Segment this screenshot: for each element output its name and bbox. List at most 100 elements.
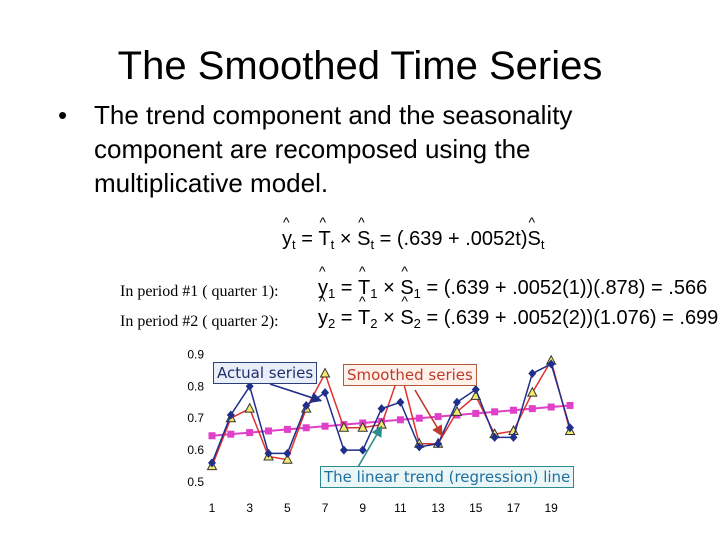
y-tick-label-3: 0.8 — [187, 379, 204, 393]
eq1-rhs: = (.639 + .0052(1))(.878) = .566 — [426, 277, 708, 299]
smoothed-point-18 — [526, 386, 538, 397]
actual-point-11 — [396, 397, 405, 407]
smoothed-point-5 — [282, 453, 293, 464]
actual-point-6 — [302, 400, 311, 410]
actual-point-14 — [452, 397, 461, 407]
slide-title: The Smoothed Time Series — [117, 44, 603, 88]
trend-point-12 — [415, 414, 423, 422]
trend-point-1 — [208, 432, 216, 440]
actual-point-8 — [339, 445, 348, 455]
y-axis: 0.5 0.6 0.7 0.8 0.9 — [187, 347, 204, 489]
arrow-layer — [269, 383, 443, 468]
actual-point-2 — [226, 410, 235, 420]
x-tick-label-1: 3 — [246, 501, 253, 515]
bullet-text: The trend component and the seasonality … — [94, 100, 573, 198]
actual-point-10 — [377, 404, 386, 414]
equation-period-1: y1 = T1 × S1 = (.639 + .0052(1))(.878) =… — [318, 263, 708, 301]
smoothed-point-14 — [451, 405, 463, 416]
trend-arrow — [357, 425, 383, 468]
x-axis: 1 3 5 7 9 11 13 15 17 19 — [209, 501, 558, 515]
actual-point-18 — [528, 369, 537, 379]
trend-point-18 — [528, 405, 536, 413]
y-tick-label-1: 0.6 — [187, 443, 204, 457]
trend-point-7 — [321, 422, 329, 430]
actual-point-17 — [509, 432, 518, 442]
equation-period-2: y2 = T2 × S2 = (.639 + .0052(2))(1.076) … — [318, 293, 719, 331]
actual-point-7 — [321, 388, 330, 398]
eq-lhs: y — [282, 214, 292, 251]
equation-general: yt = Tt × St = (.639 + .0052t)St — [282, 214, 545, 252]
eq2-lhs-sub: 2 — [328, 316, 336, 331]
trend-point-13 — [434, 413, 442, 421]
trend-point-2 — [227, 430, 235, 438]
x-tick-label-7: 15 — [469, 501, 483, 515]
eq2-lhs: y — [318, 293, 328, 330]
eq2-trend: T — [358, 293, 370, 330]
bullet-glyph: • — [58, 100, 68, 130]
trend-point-19 — [547, 403, 555, 411]
y-tick-label-4: 0.9 — [187, 347, 204, 361]
trend-point-17 — [509, 406, 517, 414]
actual-point-1 — [208, 458, 216, 468]
actual-arrow — [269, 383, 323, 403]
trend-line-callout: The linear trend (regression) line — [320, 466, 575, 488]
y-tick-label-2: 0.7 — [187, 411, 204, 425]
eq-season-2-sub: t — [540, 237, 545, 252]
period-1-label: In period #1 ( quarter 1): — [120, 283, 279, 300]
trend-point-15 — [472, 409, 480, 417]
trend-point-11 — [396, 416, 404, 424]
smoothed-point-8 — [338, 421, 350, 432]
smoothed-point-3 — [244, 402, 256, 413]
x-tick-label-5: 11 — [394, 501, 407, 515]
eq2-season-sub: 2 — [413, 316, 421, 331]
actual-point-19 — [547, 359, 556, 369]
eq2-rhs: = (.639 + .0052(2))(1.076) = .699 — [426, 307, 719, 329]
actual-point-15 — [471, 384, 480, 394]
x-tick-label-9: 19 — [544, 501, 558, 515]
eq1-equals: = — [340, 277, 353, 299]
trend-point-16 — [491, 408, 499, 416]
actual-point-5 — [283, 448, 292, 458]
eq-rhs: = (.639 + .0052t) — [379, 228, 528, 250]
smoothed-point-7 — [319, 367, 331, 378]
eq-trend: T — [318, 214, 330, 251]
eq-equals: = — [301, 228, 313, 250]
eq2-trend-sub: 2 — [370, 316, 378, 331]
eq-lhs-sub: t — [292, 237, 296, 252]
x-tick-label-4: 9 — [359, 501, 366, 515]
eq1-trend-sub: 1 — [370, 286, 378, 301]
eq-season-2: S — [528, 214, 541, 251]
trend-point-6 — [302, 424, 310, 432]
trend-point-5 — [283, 425, 291, 433]
actual-point-12 — [415, 442, 424, 452]
x-tick-label-6: 13 — [431, 501, 445, 515]
eq-season: S — [357, 214, 370, 251]
actual-point-3 — [245, 381, 254, 391]
trend-point-4 — [265, 427, 273, 435]
eq-season-sub: t — [370, 237, 375, 252]
eq-times: × — [339, 228, 352, 250]
actual-point-20 — [566, 423, 574, 433]
actual-series-callout: Actual series — [213, 362, 318, 384]
y-tick-label-0: 0.5 — [187, 475, 204, 489]
eq2-equals: = — [340, 307, 353, 329]
actual-point-9 — [358, 445, 367, 455]
smoothed-arrow — [414, 389, 443, 437]
series-layer — [206, 354, 576, 471]
eq1-lhs-sub: 1 — [328, 286, 336, 301]
trend-point-3 — [246, 429, 254, 437]
smoothed-point-9 — [357, 421, 369, 432]
eq1-times: × — [383, 277, 395, 299]
smoothed-series-callout: Smoothed series — [343, 364, 477, 386]
eq1-lhs: y — [318, 263, 328, 300]
eq-trend-sub: t — [330, 237, 335, 252]
actual-point-4 — [264, 448, 273, 458]
actual-point-13 — [434, 439, 443, 449]
x-tick-label-3: 7 — [322, 501, 329, 515]
trend-point-20 — [566, 401, 574, 409]
eq1-season-sub: 1 — [413, 286, 421, 301]
period-2-label: In period #2 ( quarter 2): — [120, 313, 279, 330]
eq2-season: S — [400, 293, 413, 330]
eq2-times: × — [383, 307, 395, 329]
x-tick-label-0: 1 — [209, 501, 216, 515]
